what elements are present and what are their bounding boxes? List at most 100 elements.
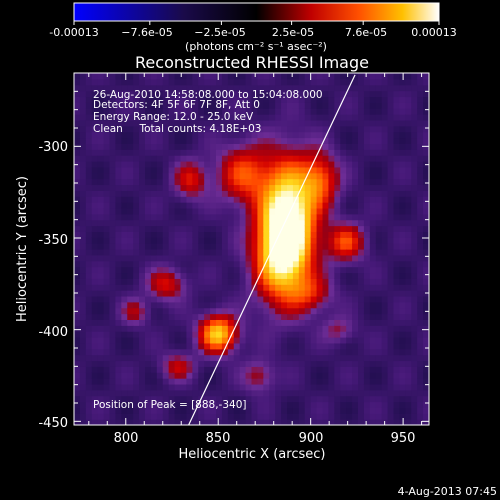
heatmap-cell — [216, 366, 223, 373]
heatmap-cell — [74, 78, 81, 86]
heatmap-cell — [210, 237, 217, 244]
heatmap-cell — [162, 125, 170, 133]
heatmap-cell — [369, 378, 377, 385]
heatmap-cell — [263, 325, 270, 332]
heatmap-cell — [263, 301, 270, 309]
heatmap-cell — [287, 172, 294, 180]
heatmap-cell — [375, 360, 383, 367]
heatmap-cell — [79, 249, 87, 256]
heatmap-cell — [352, 96, 359, 103]
heatmap-cell — [405, 178, 412, 186]
heatmap-cell — [423, 231, 429, 238]
heatmap-cell — [139, 366, 146, 373]
heatmap-cell — [352, 225, 359, 232]
heatmap-cell — [316, 237, 324, 244]
heatmap-cell — [363, 73, 371, 80]
heatmap-cell — [221, 108, 229, 115]
heatmap-cell — [85, 137, 93, 144]
heatmap-cell — [145, 360, 152, 367]
heatmap-cell — [287, 372, 294, 379]
heatmap-cell — [352, 178, 359, 186]
heatmap-cell — [269, 131, 276, 139]
heatmap-cell — [180, 325, 188, 332]
heatmap-cell — [74, 73, 81, 80]
heatmap-cell — [393, 190, 401, 197]
heatmap-cell — [405, 225, 412, 232]
heatmap-cell — [233, 125, 241, 133]
heatmap-cell — [97, 354, 105, 362]
heatmap-cell — [417, 243, 424, 250]
heatmap-cell — [180, 184, 188, 191]
heatmap-cell — [387, 96, 395, 103]
heatmap-cell — [85, 395, 93, 403]
heatmap-cell — [239, 243, 247, 250]
heatmap-cell — [74, 149, 81, 156]
heatmap-cell — [127, 172, 134, 180]
heatmap-cell — [186, 348, 193, 356]
heatmap-cell — [310, 155, 318, 162]
heatmap-cell — [340, 272, 347, 279]
heatmap-cell — [399, 213, 406, 221]
heatmap-cell — [91, 166, 99, 174]
heatmap-cell — [139, 260, 146, 268]
heatmap-cell — [109, 366, 117, 373]
heatmap-cell — [269, 354, 276, 362]
heatmap-cell — [393, 337, 401, 344]
heatmap-cell — [310, 313, 318, 320]
heatmap-cell — [85, 337, 93, 344]
heatmap-cell — [127, 178, 134, 186]
heatmap-cell — [221, 342, 229, 350]
heatmap-cell — [393, 213, 401, 221]
heatmap-cell — [150, 413, 158, 420]
heatmap-cell — [239, 284, 247, 291]
heatmap-cell — [85, 342, 93, 350]
heatmap-cell — [79, 389, 87, 397]
heatmap-cell — [115, 278, 122, 285]
heatmap-cell — [221, 78, 229, 86]
heatmap-cell — [210, 313, 217, 320]
heatmap-cell — [387, 131, 395, 139]
heatmap-cell — [79, 372, 87, 379]
heatmap-cell — [316, 389, 324, 397]
heatmap-cell — [423, 366, 429, 373]
heatmap-cell — [216, 360, 223, 367]
heatmap-cell — [322, 184, 330, 191]
heatmap-cell — [186, 137, 193, 144]
heatmap-cell — [275, 196, 282, 203]
heatmap-cell — [192, 178, 199, 186]
heatmap-cell — [91, 231, 99, 238]
heatmap-cell — [322, 389, 330, 397]
heatmap-cell — [322, 155, 330, 162]
heatmap-cell — [121, 348, 128, 356]
heatmap-cell — [411, 84, 418, 92]
heatmap-cell — [127, 325, 134, 332]
heatmap-cell — [210, 278, 217, 285]
heatmap-cell — [133, 366, 140, 373]
heatmap-cell — [233, 354, 241, 362]
heatmap-cell — [346, 290, 353, 297]
heatmap-cell — [257, 325, 264, 332]
heatmap-cell — [363, 161, 371, 168]
heatmap-cell — [287, 196, 294, 203]
heatmap-cell — [192, 278, 199, 285]
heatmap-cell — [322, 383, 330, 391]
heatmap-cell — [275, 389, 282, 397]
heatmap-cell — [79, 108, 87, 115]
heatmap-cell — [174, 307, 182, 315]
heatmap-cell — [133, 119, 140, 127]
heatmap-cell — [103, 313, 111, 320]
heatmap-cell — [103, 96, 111, 103]
heatmap-cell — [281, 260, 288, 268]
heatmap-cell — [411, 202, 418, 209]
heatmap-cell — [257, 301, 264, 309]
heatmap-cell — [358, 237, 365, 244]
heatmap-cell — [304, 278, 312, 285]
heatmap-cell — [91, 337, 99, 344]
heatmap-cell — [198, 366, 205, 373]
y-tick-label: -400 — [38, 325, 68, 340]
heatmap-cell — [393, 260, 401, 268]
heatmap-cell — [275, 301, 282, 309]
heatmap-cell — [346, 407, 353, 414]
heatmap-cell — [85, 102, 93, 109]
heatmap-cell — [363, 166, 371, 174]
